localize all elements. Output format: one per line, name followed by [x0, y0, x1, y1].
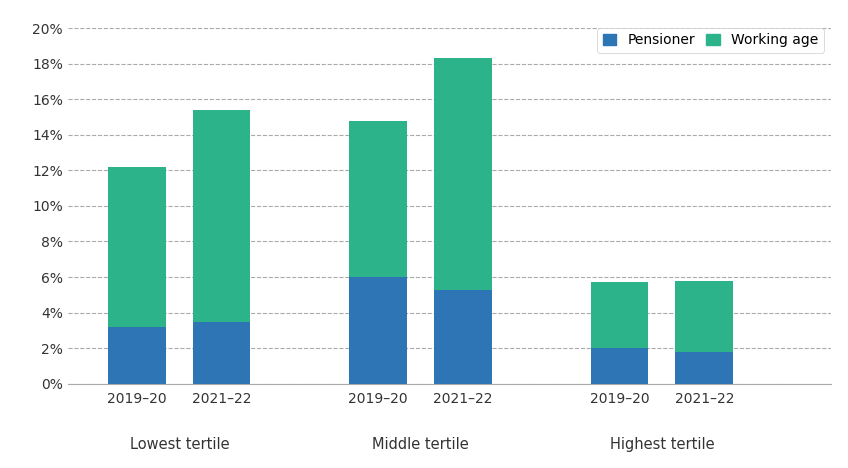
Bar: [676, 281, 733, 352]
Bar: [434, 58, 492, 290]
Bar: [676, 352, 733, 384]
Bar: [109, 327, 166, 384]
Bar: [591, 348, 649, 384]
Bar: [434, 290, 492, 384]
Text: Middle tertile: Middle tertile: [372, 437, 469, 452]
Text: Highest tertile: Highest tertile: [610, 437, 714, 452]
Bar: [109, 167, 166, 327]
Text: Lowest tertile: Lowest tertile: [130, 437, 229, 452]
Bar: [192, 322, 250, 384]
Bar: [349, 121, 407, 277]
Legend: Pensioner, Working age: Pensioner, Working age: [597, 28, 824, 53]
Bar: [591, 282, 649, 348]
Bar: [192, 110, 250, 322]
Bar: [349, 277, 407, 384]
